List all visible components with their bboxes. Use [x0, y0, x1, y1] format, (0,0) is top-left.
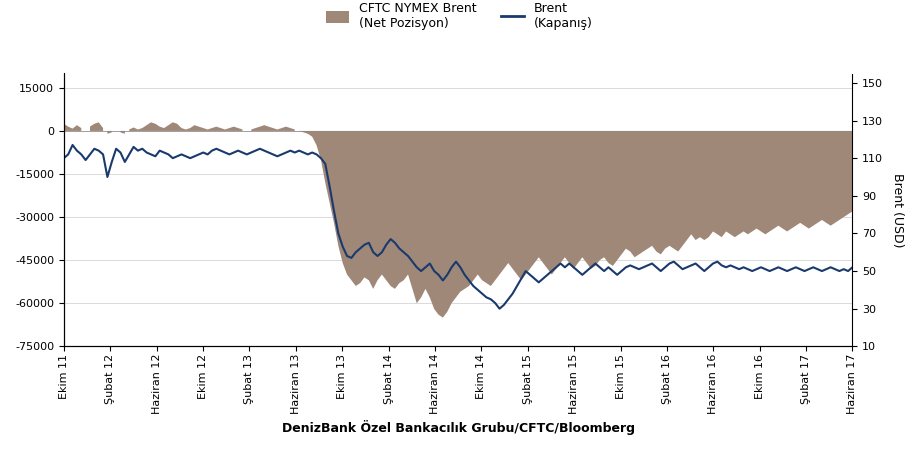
Y-axis label: Brent (USD): Brent (USD) — [891, 173, 904, 247]
Legend: CFTC NYMEX Brent
(Net Pozisyon), Brent
(Kapanış): CFTC NYMEX Brent (Net Pozisyon), Brent (… — [322, 0, 597, 35]
X-axis label: DenizBank Özel Bankacılık Grubu/CFTC/Bloomberg: DenizBank Özel Bankacılık Grubu/CFTC/Blo… — [281, 420, 635, 435]
